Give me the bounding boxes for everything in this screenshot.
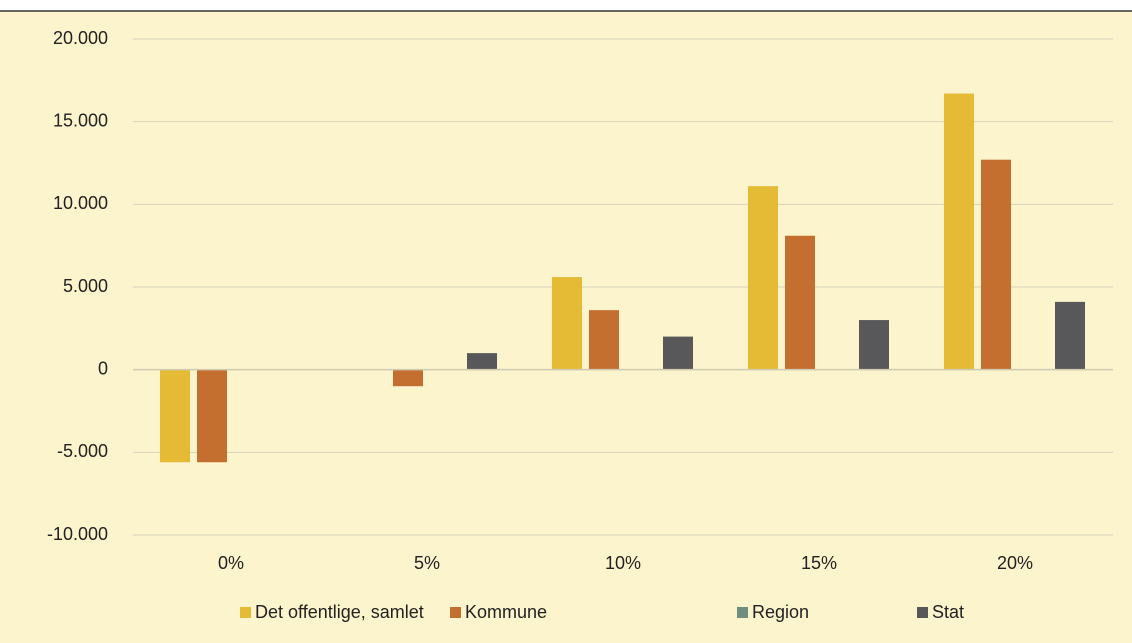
x-tick-label: 15% — [801, 553, 837, 573]
bar — [589, 310, 619, 370]
x-tick-label: 0% — [218, 553, 244, 573]
legend-label: Kommune — [465, 602, 547, 622]
bar — [197, 369, 227, 463]
bar — [467, 353, 497, 370]
legend-label: Det offentlige, samlet — [255, 602, 424, 622]
y-tick-label: 0 — [98, 358, 108, 378]
bar — [859, 320, 889, 370]
bar — [944, 93, 974, 370]
bar — [663, 336, 693, 370]
y-tick-label: 10.000 — [53, 193, 108, 213]
legend-swatch — [450, 607, 461, 618]
y-tick-label: -5.000 — [57, 441, 108, 461]
legend-label: Stat — [932, 602, 964, 622]
y-tick-label: 15.000 — [53, 110, 108, 130]
legend-swatch — [737, 607, 748, 618]
bar — [160, 369, 190, 463]
legend-swatch — [240, 607, 251, 618]
bar — [1055, 301, 1085, 370]
x-tick-label: 10% — [605, 553, 641, 573]
bar — [785, 235, 815, 370]
y-tick-label: 5.000 — [63, 276, 108, 296]
bar — [552, 277, 582, 370]
y-tick-label: 20.000 — [53, 28, 108, 48]
y-tick-label: -10.000 — [47, 524, 108, 544]
legend-label: Region — [752, 602, 809, 622]
bar — [981, 159, 1011, 370]
x-tick-label: 5% — [414, 553, 440, 573]
bar — [393, 369, 423, 387]
bar — [748, 186, 778, 370]
legend-swatch — [917, 607, 928, 618]
x-tick-label: 20% — [997, 553, 1033, 573]
